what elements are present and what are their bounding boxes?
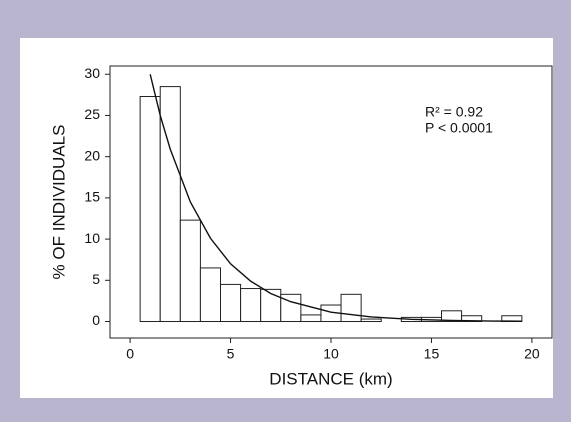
x-tick-label: 5 xyxy=(227,346,235,362)
bar xyxy=(220,283,242,323)
x-tick-label: 20 xyxy=(524,346,540,362)
annotation: P < 0.0001 xyxy=(425,120,493,136)
annotation: R² = 0.92 xyxy=(425,104,483,120)
x-axis-label: DISTANCE (km) xyxy=(269,369,392,388)
y-tick-label: 15 xyxy=(84,189,100,205)
bar xyxy=(360,318,382,323)
fit-curve xyxy=(149,74,522,322)
y-tick-label: 0 xyxy=(92,312,100,328)
bar xyxy=(139,95,161,323)
y-tick-label: 20 xyxy=(84,147,100,163)
panel xyxy=(20,38,553,398)
bar xyxy=(300,314,322,323)
y-axis-label: % OF INDIVIDUALS xyxy=(49,125,68,280)
bar xyxy=(199,267,221,323)
bar xyxy=(240,288,262,323)
x-tick-label: 10 xyxy=(323,346,339,362)
x-tick-label: 15 xyxy=(424,346,440,362)
x-tick-label: 0 xyxy=(126,346,134,362)
bar xyxy=(461,315,483,323)
y-tick-label: 5 xyxy=(92,271,100,287)
bar xyxy=(179,219,201,323)
y-tick-label: 10 xyxy=(84,230,100,246)
y-tick-label: 25 xyxy=(84,106,100,122)
bar xyxy=(340,293,362,323)
bar xyxy=(280,293,302,323)
y-tick-label: 30 xyxy=(84,65,100,81)
bar xyxy=(159,86,181,323)
